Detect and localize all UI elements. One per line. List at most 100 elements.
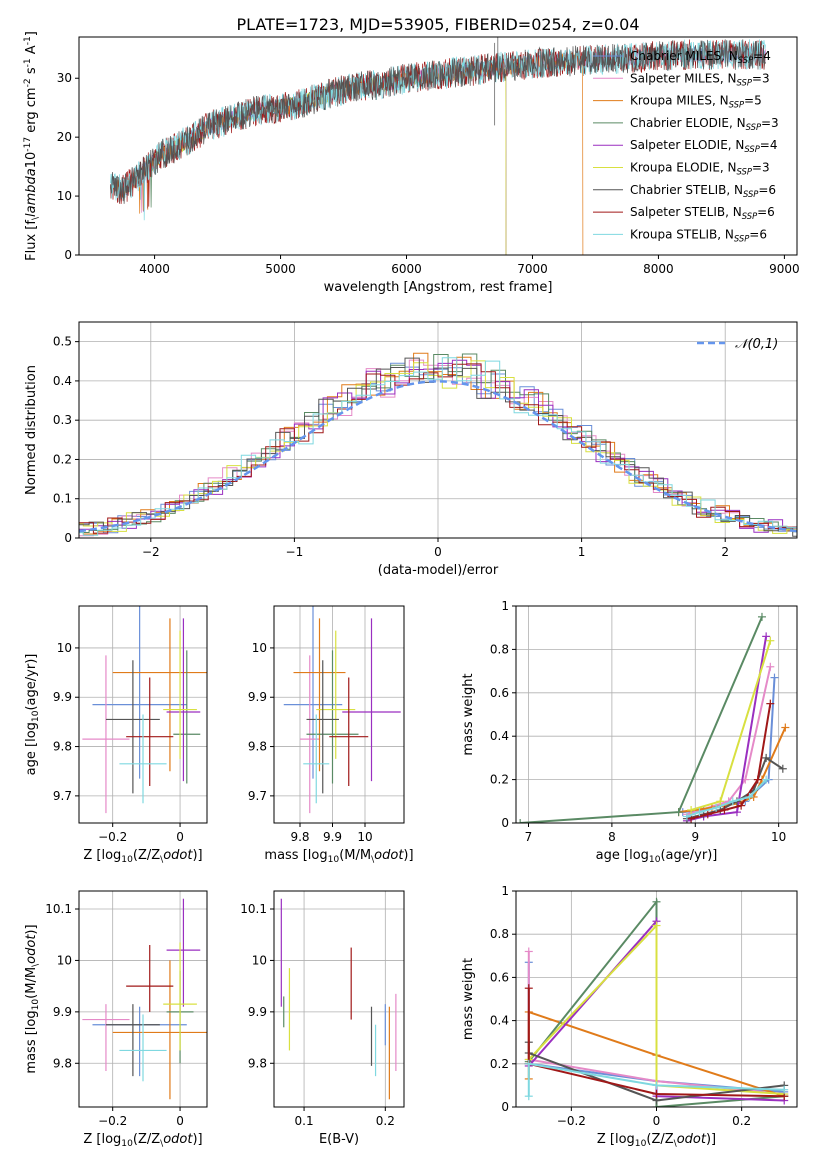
gridlines [274,606,404,823]
x-tick-label: −0.2 [557,1114,586,1128]
legend-label: Kroupa MILES, NSSP=5 [630,94,762,110]
x-tick-label: 0 [434,545,442,559]
y-tick-label: 0.8 [490,927,509,941]
axes-frame [515,890,798,1108]
x-axis-label: Z [log10(Z/Z\odot)] [83,848,202,865]
errorbar-kroupa-elodie [316,630,356,759]
x-tick-label: −0.2 [98,1114,127,1128]
y-tick-label: 9.7 [53,789,72,803]
y-tick-label: 0.3 [53,413,72,427]
weight-point-kroupa-elodie [716,797,725,806]
errorbar-chabrier-stelib [105,660,160,794]
panel-weight_vs_age: 7 8 9 10 0 0.2 0.4 0.6 0.8 1 age [log10(age/yr)] ma… [461,599,798,865]
panel-weight_vs_Z: −0.2 0 0.2 0 0.2 0.4 0.6 0.8 1 Z [log10(Z/Z\odot)… [461,884,798,1149]
weight-point-kroupa-stelib [745,792,754,801]
x-axis-label: E(B-V) [319,1132,359,1147]
normal-curve [79,380,797,533]
weight-point-kroupa-stelib [728,797,737,806]
x-tick-label: 0 [176,1114,184,1128]
axes-frame [78,890,208,1108]
y-axis-label: age [log10(age/yr)] [24,654,41,776]
errorbar-kroupa-elodie [163,630,197,759]
plot-area [524,897,789,1107]
axes-frame [273,605,405,824]
weight-line-chabrier-miles [682,677,776,814]
y-tick-label: 0.2 [53,452,72,466]
gridlines [274,891,404,1107]
x-tick-label: 7 [525,830,533,844]
x-tick-label: 0.1 [295,1114,314,1128]
weight-point-kroupa-elodie [687,805,696,814]
errorbar-chabrier-stelib [105,1004,160,1077]
x-tick-label: 6000 [391,262,422,276]
weight-point-kroupa-stelib [712,803,721,812]
plot-area [79,352,797,538]
x-tick-label: 0.2 [732,1114,751,1128]
errorbar-salpeter-elodie [342,618,401,782]
y-tick-label: 0.1 [53,492,72,506]
y-tick-label: 10 [57,641,72,655]
weight-point-salpeter-stelib [703,810,712,819]
errorbar-salpeter-elodie [166,898,201,1007]
x-tick-label: 8 [608,830,616,844]
y-tick-label: 0.5 [53,335,72,349]
y-tick-label: 0 [64,531,72,545]
axes-frame [78,321,798,539]
weight-line-chabrier-elodie [520,616,763,823]
legend-label: Chabrier STELIB, NSSP=6 [630,183,776,199]
x-axis-label: wavelength [Angstrom, rest frame] [324,280,553,295]
x-tick-label: 5000 [265,262,296,276]
y-tick-label: 9.9 [53,1005,72,1019]
y-axis-label: mass weight [461,673,476,755]
weight-point-salpeter-elodie [762,632,771,641]
histogram-salpeter-stelib [79,363,797,534]
y-tick-label: 10 [252,641,267,655]
y-tick-label: 9.8 [248,1056,267,1070]
errorbar-chabrier-miles [92,606,187,779]
weight-point-kroupa-stelib [682,812,691,821]
weight-line-kroupa-elodie [690,640,772,811]
errorbar-salpeter-stelib [126,945,174,1012]
weight-line-kroupa-elodie [528,923,785,1095]
y-tick-label: 10 [252,953,267,967]
weight-point-kroupa-miles [781,723,790,732]
weight-point-salpeter-stelib [652,1090,661,1099]
y-tick-label: 1 [501,599,509,613]
errorbar-kroupa-miles [112,618,207,772]
x-tick-label: 8000 [643,262,674,276]
legend-label: Chabrier ELODIE, NSSP=3 [630,116,779,132]
x-tick-label: 2 [721,545,729,559]
x-tick-label: 10 [357,830,372,844]
weight-point-chabrier-elodie [516,819,525,823]
axes-frame [78,605,208,824]
x-tick-label: 4000 [139,262,170,276]
y-tick-label: 10.1 [45,902,72,916]
x-tick-label: 10 [771,830,786,844]
weight-line-kroupa-stelib [686,778,767,818]
legend-label: Kroupa ELODIE, NSSP=3 [630,161,770,177]
y-tick-label: 9.9 [53,690,72,704]
weight-point-chabrier-elodie [757,612,766,621]
errorbar-kroupa-miles [112,960,207,1100]
weight-point-chabrier-stelib [762,753,771,762]
y-tick-label: 0.4 [490,1014,509,1028]
errorbar-chabrier-elodie [173,650,201,784]
errorbar-chabrier-stelib [306,660,339,794]
y-axis-label: mass weight [461,958,476,1040]
weight-point-kroupa-stelib [780,1085,789,1094]
plot-area [283,606,401,814]
x-tick-label: 0.2 [376,1114,395,1128]
weight-line-kroupa-stelib [527,1062,785,1097]
y-tick-label: 0.2 [490,1057,509,1071]
errorbar-chabrier-miles [283,606,343,779]
weight-point-chabrier-elodie [674,808,683,817]
axes-frame [78,36,798,256]
errorbar-salpeter-stelib [126,677,174,787]
errorbar-kroupa-stelib [119,1014,167,1082]
weight-point-salpeter-miles [766,662,775,671]
weight-line-salpeter-elodie [686,636,768,822]
errorbar-chabrier-miles [92,1006,187,1077]
x-tick-label: 9 [691,830,699,844]
weight-point-chabrier-elodie [652,897,661,906]
